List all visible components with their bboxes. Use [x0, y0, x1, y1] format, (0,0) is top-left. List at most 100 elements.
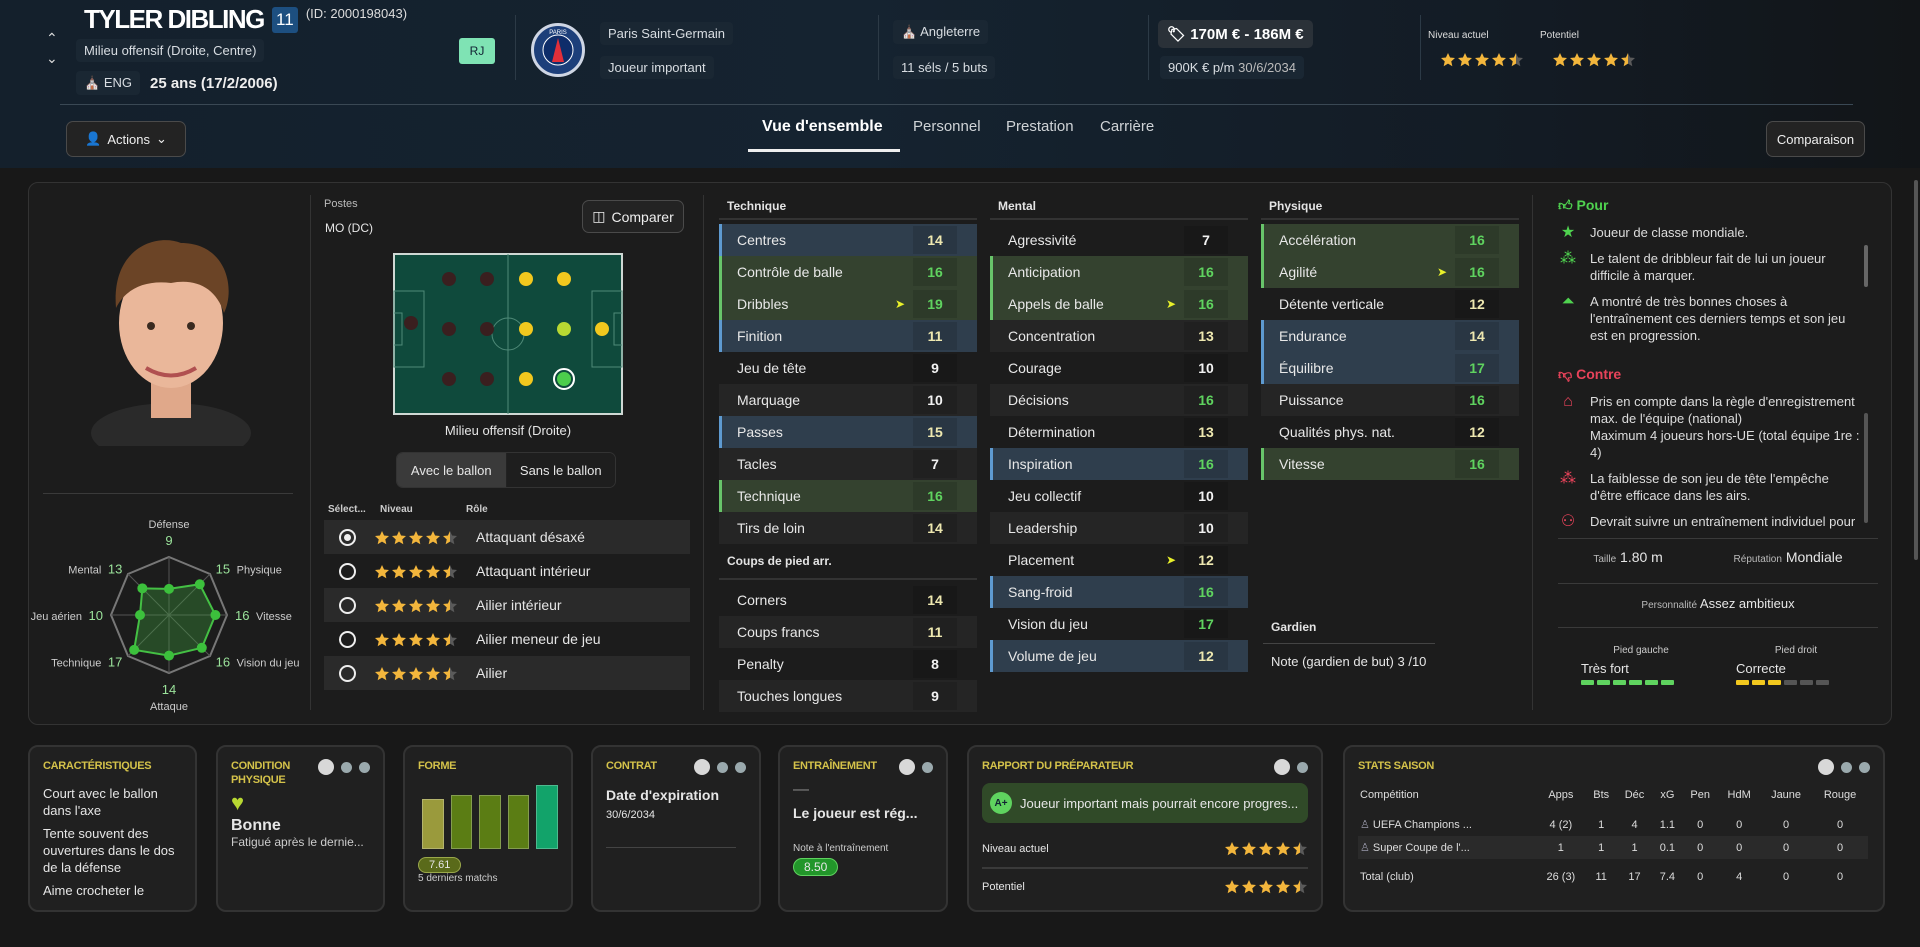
country-pill[interactable]: ⛪ Angleterre — [893, 20, 989, 44]
stats-row[interactable]: ♙ Super Coupe de l'... 1 1 1 0.1 0 0 0 0 — [1358, 836, 1868, 859]
attribute-row[interactable]: Équilibre 17 — [1261, 352, 1519, 384]
traits-card[interactable]: CARACTÉRISTIQUES Court avec le ballon da… — [28, 745, 197, 912]
attribute-row[interactable]: Contrôle de balle 16 — [719, 256, 977, 288]
attribute-row[interactable]: Corners 14 — [719, 584, 977, 616]
star-icon — [1509, 52, 1523, 66]
without-ball-toggle[interactable]: Sans le ballon — [506, 453, 615, 487]
carousel-dots[interactable] — [1818, 759, 1870, 775]
role-row[interactable]: Ailier intérieur — [324, 588, 690, 622]
attribute-row[interactable]: Courage 10 — [990, 352, 1248, 384]
attribute-row[interactable]: Décisions 16 — [990, 384, 1248, 416]
attribute-row[interactable]: Concentration 13 — [990, 320, 1248, 352]
attribute-row[interactable]: Tacles 7 — [719, 448, 977, 480]
comparison-button[interactable]: Comparaison — [1766, 121, 1865, 157]
role-radio[interactable] — [339, 630, 356, 648]
attribute-value: 13 — [1184, 418, 1228, 446]
role-row[interactable]: Ailier meneur de jeu — [324, 622, 690, 656]
attribute-row[interactable]: Technique 16 — [719, 480, 977, 512]
role-row[interactable]: Attaquant désaxé — [324, 520, 690, 554]
attribute-row[interactable]: Appels de balle ➤ 16 — [990, 288, 1248, 320]
tab-career[interactable]: Carrière — [1100, 118, 1155, 135]
role-radio[interactable] — [339, 664, 356, 682]
role-radio[interactable] — [339, 562, 356, 580]
stats-column-header[interactable]: Jaune — [1771, 789, 1802, 801]
attribute-row[interactable]: Leadership 10 — [990, 512, 1248, 544]
attribute-name: Inspiration — [1008, 456, 1073, 472]
stats-column-header[interactable]: Bts — [1593, 789, 1610, 801]
condition-card[interactable]: CONDITION PHYSIQUE ♥ Bonne Fatigué après… — [216, 745, 385, 912]
attribute-row[interactable]: Endurance 14 — [1261, 320, 1519, 352]
attribute-row[interactable]: Agressivité 7 — [990, 224, 1248, 256]
season-stats-card[interactable]: STATS SAISON Compétition Apps Bts Déc xG Pen H… — [1343, 745, 1885, 912]
position-pitch[interactable] — [393, 253, 623, 415]
attribute-radar-chart: 9 Défense 15 Physique 16 Vitesse 16 Vision du j… — [31, 519, 300, 713]
attribute-row[interactable]: Marquage 10 — [719, 384, 977, 416]
attribute-row[interactable]: Qualités phys. nat. 12 — [1261, 416, 1519, 448]
pro-item: ⏶ A montré de très bonnes choses à l'entr… — [1556, 293, 1874, 344]
attribute-row[interactable]: Coups francs 11 — [719, 616, 977, 648]
tab-personal[interactable]: Personnel — [913, 118, 981, 135]
role-radio[interactable] — [339, 596, 356, 614]
trend-up-arrow-icon: ➤ — [1165, 297, 1176, 311]
tab-overview[interactable]: Vue d'ensemble — [762, 118, 883, 135]
role-row[interactable]: Attaquant intérieur — [324, 554, 690, 588]
attribute-row[interactable]: Centres 14 — [719, 224, 977, 256]
role-row[interactable]: Ailier — [324, 656, 690, 690]
attribute-row[interactable]: Vitesse 16 — [1261, 448, 1519, 480]
attribute-row[interactable]: Jeu de tête 9 — [719, 352, 977, 384]
attribute-row[interactable]: Tirs de loin 14 — [719, 512, 977, 544]
coach-report-card[interactable]: RAPPORT DU PRÉPARATEUR A+ Joueur importa… — [967, 745, 1323, 912]
role-radio[interactable] — [339, 528, 356, 546]
attribute-row[interactable]: Agilité ➤ 16 — [1261, 256, 1519, 288]
training-card[interactable]: ENTRAÎNEMENT — Le joueur est rég... Note… — [778, 745, 948, 912]
attribute-row[interactable]: Passes 15 — [719, 416, 977, 448]
star-icon — [1293, 880, 1307, 894]
pros-scrollbar[interactable] — [1864, 245, 1868, 287]
club-logo[interactable]: PARIS — [531, 23, 585, 77]
carousel-dots[interactable] — [318, 759, 370, 775]
next-player-chevron-icon[interactable]: ⌄ — [46, 50, 58, 66]
attribute-row[interactable]: Puissance 16 — [1261, 384, 1519, 416]
attribute-row[interactable]: Détente verticale 12 — [1261, 288, 1519, 320]
stats-column-header[interactable]: Rouge — [1823, 789, 1857, 801]
attribute-row[interactable]: Finition 11 — [719, 320, 977, 352]
page-scrollbar[interactable] — [1914, 180, 1918, 560]
attribute-row[interactable]: Anticipation 16 — [990, 256, 1248, 288]
attribute-row[interactable]: Détermination 13 — [990, 416, 1248, 448]
wage-pill: 900K € p/m 30/6/2034 — [1160, 56, 1304, 79]
goalkeeper-rating: 3 /10 — [1397, 654, 1427, 669]
stats-column-header[interactable]: Déc — [1624, 789, 1645, 801]
club-name[interactable]: Paris Saint-Germain — [600, 22, 734, 45]
actions-button[interactable]: 👤 Actions ⌄ — [66, 121, 186, 157]
attribute-row[interactable]: Sang-froid 16 — [990, 576, 1248, 608]
attribute-row[interactable]: Inspiration 16 — [990, 448, 1248, 480]
contract-card[interactable]: CONTRAT Date d'expiration 30/6/2034 — [591, 745, 761, 912]
carousel-dots[interactable] — [899, 759, 933, 775]
carousel-dots[interactable] — [1274, 759, 1308, 775]
stats-column-header[interactable]: Pen — [1690, 789, 1710, 801]
attribute-row[interactable]: Jeu collectif 10 — [990, 480, 1248, 512]
previous-player-chevron-icon[interactable]: ⌃ — [46, 30, 58, 46]
stats-column-header[interactable]: xG — [1660, 789, 1675, 801]
stats-column-header[interactable]: HdM — [1727, 789, 1751, 801]
attribute-row[interactable]: Placement ➤ 12 — [990, 544, 1248, 576]
attribute-row[interactable]: Vision du jeu 17 — [990, 608, 1248, 640]
stats-column-header[interactable]: Compétition — [1360, 789, 1419, 801]
attribute-row[interactable]: Dribbles ➤ 19 — [719, 288, 977, 320]
attribute-row[interactable]: Penalty 8 — [719, 648, 977, 680]
stats-column-header[interactable]: Apps — [1548, 789, 1574, 801]
carousel-dots[interactable] — [694, 759, 746, 775]
attribute-row[interactable]: Touches longues 9 — [719, 680, 977, 712]
form-card[interactable]: FORME 7.61 5 derniers matchs — [403, 745, 573, 912]
attribute-row[interactable]: Accélération 16 — [1261, 224, 1519, 256]
pros-list[interactable]: ★ Joueur de classe mondiale. ⁂ Le talent de… — [1546, 224, 1874, 364]
foot-level-segment — [1800, 680, 1813, 685]
cons-scrollbar[interactable] — [1864, 413, 1868, 523]
compare-button[interactable]: ◫ Comparer — [582, 200, 684, 233]
stats-row[interactable]: ♙ UEFA Champions ... 4 (2) 1 4 1.1 0 0 0 0 — [1358, 813, 1868, 836]
tab-performance[interactable]: Prestation — [1006, 118, 1074, 135]
with-ball-toggle[interactable]: Avec le ballon — [397, 453, 507, 487]
attribute-row[interactable]: Volume de jeu 12 — [990, 640, 1248, 672]
contract-expiry-label: Date d'expiration — [606, 787, 720, 803]
cons-list[interactable]: ⌂ Pris en compte dans la règle d'enregist… — [1546, 393, 1874, 533]
